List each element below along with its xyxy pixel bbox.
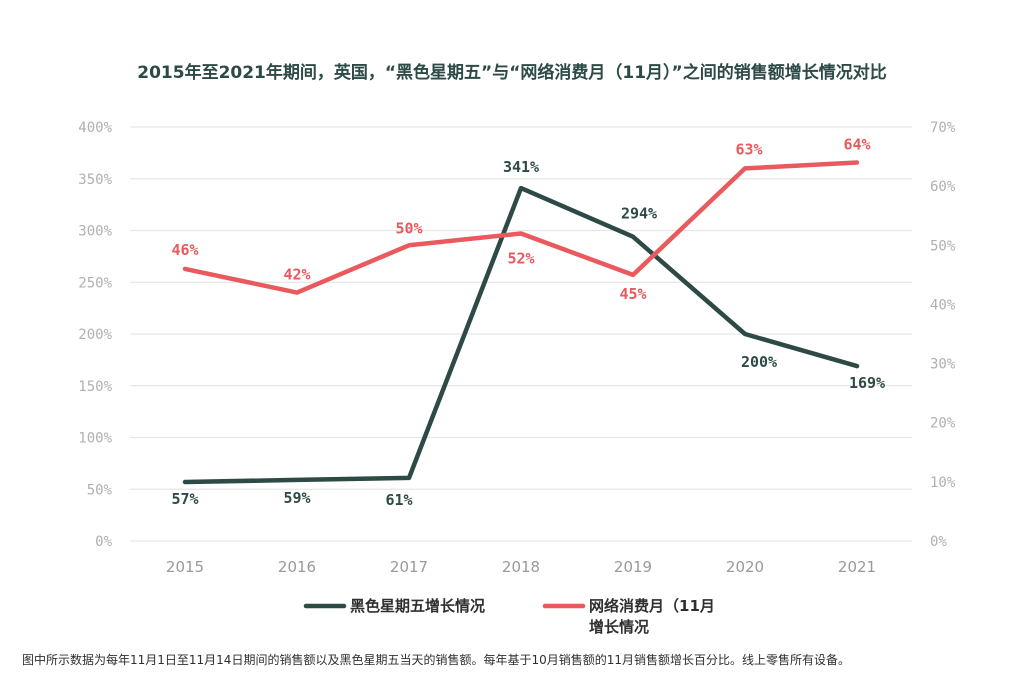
black-friday-data-label: 59%	[283, 489, 310, 507]
left-y-axis: 0% 50% 100% 150% 200% 250% 300% 350% 400%	[78, 120, 112, 550]
left-tick-label: 350%	[78, 172, 112, 188]
x-tick-label: 2015	[166, 558, 204, 576]
chart-title: 2015年至2021年期间，英国，“黑色星期五”与“网络消费月（11月）”之间的…	[137, 62, 886, 83]
right-tick-label: 70%	[930, 120, 956, 136]
right-tick-label: 40%	[930, 297, 956, 313]
left-tick-label: 250%	[78, 275, 112, 291]
legend-label-line: 网络消费月（11月	[589, 597, 715, 615]
online-month-data-label: 45%	[619, 285, 646, 303]
x-tick-label: 2020	[726, 558, 764, 576]
x-tick-label: 2017	[390, 558, 428, 576]
right-y-axis: 0% 10% 20% 30% 40% 50% 60% 70%	[930, 120, 956, 550]
grid-lines	[130, 126, 912, 542]
online-month-data-label: 52%	[507, 249, 534, 267]
black-friday-data-label: 294%	[621, 205, 657, 223]
black-friday-data-label: 200%	[741, 353, 777, 371]
right-tick-label: 60%	[930, 179, 956, 195]
online-month-data-label: 63%	[735, 140, 762, 158]
footnote: 图中所示数据为每年11月1日至11月14日期间的销售额以及黑色星期五当天的销售额…	[22, 652, 850, 667]
legend-label-online-month: 网络消费月（11月增长情况	[589, 597, 715, 636]
online-month-line	[182, 160, 860, 295]
online-month-data-label: 42%	[283, 266, 310, 284]
x-tick-label: 2019	[614, 558, 652, 576]
x-tick-label: 2021	[838, 558, 876, 576]
black-friday-data-label: 61%	[385, 491, 412, 509]
legend: 黑色星期五增长情况 网络消费月（11月增长情况	[303, 597, 715, 636]
right-tick-label: 20%	[930, 416, 956, 432]
right-tick-label: 10%	[930, 475, 956, 491]
black-friday-data-label: 169%	[849, 374, 885, 392]
legend-label-line: 增长情况	[589, 618, 649, 636]
left-tick-label: 200%	[78, 327, 112, 343]
black-friday-data-label: 57%	[171, 490, 198, 508]
x-tick-label: 2016	[278, 558, 316, 576]
right-tick-label: 30%	[930, 357, 956, 373]
right-tick-label: 50%	[930, 238, 956, 254]
online-month-data-label: 50%	[395, 219, 422, 237]
x-tick-label: 2018	[502, 558, 540, 576]
left-tick-label: 100%	[78, 431, 112, 447]
online-month-data-label: 64%	[843, 135, 870, 153]
left-tick-label: 300%	[78, 224, 112, 240]
right-tick-label: 0%	[930, 534, 947, 550]
left-tick-label: 400%	[78, 120, 112, 136]
online-month-data-label: 46%	[171, 241, 198, 259]
black-friday-line	[182, 185, 860, 485]
x-axis: 2015 2016 2017 2018 2019 2020 2021	[166, 558, 876, 576]
left-tick-label: 150%	[78, 379, 112, 395]
black-friday-data-label: 341%	[503, 158, 539, 176]
legend-label-black-friday: 黑色星期五增长情况	[350, 597, 485, 615]
left-tick-label: 0%	[95, 534, 112, 550]
series-lines	[182, 160, 860, 485]
data-labels: 57% 59% 61% 341% 294% 200% 169% 46% 42% 50% 52% 45%…	[171, 135, 885, 508]
left-tick-label: 50%	[87, 482, 113, 498]
